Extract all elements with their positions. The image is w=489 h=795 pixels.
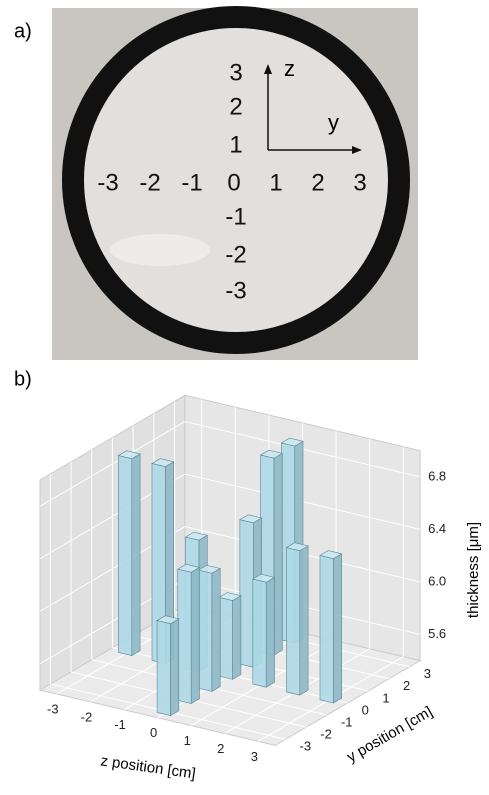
position-label: 3 (229, 59, 242, 86)
bar-side (212, 568, 220, 691)
bar-side (191, 567, 199, 703)
position-label: 2 (311, 169, 324, 196)
z-axis-label: thickness [μm] (465, 522, 482, 618)
position-label: 0 (227, 169, 240, 196)
y-tick-label: -1 (341, 714, 353, 729)
bar-side (274, 453, 282, 655)
z-tick-label: 5.6 (428, 626, 446, 641)
panel-label: b) (14, 368, 32, 390)
x-tick-label: -3 (47, 701, 59, 716)
position-label: -1 (225, 203, 246, 230)
position-label: -1 (181, 169, 202, 196)
position-label: -2 (139, 169, 160, 196)
x-tick-label: 2 (217, 741, 224, 756)
x-tick-label: -1 (114, 717, 126, 732)
position-label: 1 (229, 131, 242, 158)
y-tick-label: 1 (382, 690, 389, 705)
y-tick-label: 3 (424, 666, 431, 681)
bar-front (253, 579, 266, 687)
axis-label: y (328, 110, 339, 135)
bar-side (266, 577, 274, 687)
x-tick-label: 1 (184, 733, 191, 748)
axis-label: z (284, 56, 295, 81)
bar-front (219, 597, 232, 679)
y-tick-label: -3 (300, 739, 312, 754)
bar-side (300, 546, 308, 695)
position-label: 1 (269, 169, 282, 196)
x-tick-label: 3 (251, 749, 258, 764)
position-label: -3 (225, 277, 246, 304)
bar-front (320, 555, 333, 703)
bar-front (157, 621, 170, 716)
bar-side (132, 454, 140, 656)
x-tick-label: 0 (150, 725, 157, 740)
z-tick-label: 6.0 (428, 573, 446, 588)
y-tick-label: 0 (362, 702, 369, 717)
y-tick-label: -2 (320, 727, 332, 742)
bar-front (240, 520, 253, 668)
z-tick-label: 6.8 (428, 468, 446, 483)
position-label: 3 (353, 169, 366, 196)
panel-label: a) (14, 20, 32, 42)
position-label: -3 (97, 169, 118, 196)
z-tick-label: 6.4 (428, 521, 446, 536)
position-label: 2 (229, 93, 242, 120)
bar-front (198, 570, 211, 691)
bar-side (233, 596, 241, 680)
position-label: -2 (225, 241, 246, 268)
bar-front (178, 569, 191, 703)
bar-front (118, 456, 131, 656)
x-axis-label: z position [cm] (99, 752, 196, 782)
x-tick-label: -2 (81, 709, 93, 724)
bar-front (286, 548, 299, 696)
figure: a) z y b) -3-2-10123321-1-2-3-3-2-10123-… (0, 0, 489, 790)
reflection (110, 234, 210, 266)
y-axis-label: y position [cm] (344, 703, 436, 766)
y-tick-label: 2 (403, 678, 410, 693)
bar-side (333, 554, 341, 703)
bar-side (171, 619, 179, 716)
